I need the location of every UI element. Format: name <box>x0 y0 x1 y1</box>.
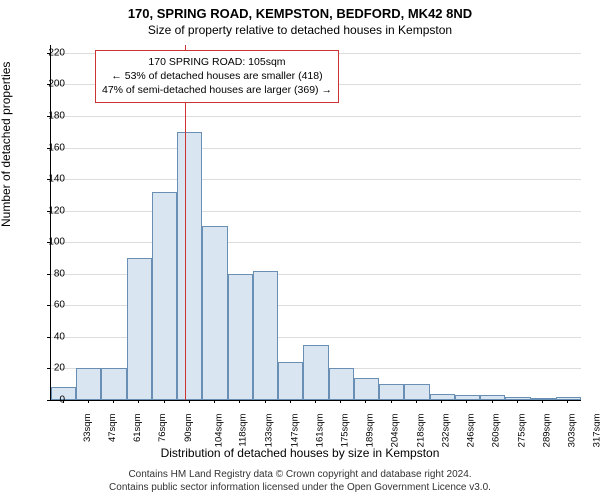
xtick-label: 218sqm <box>415 414 426 448</box>
footer-attribution: Contains HM Land Registry data © Crown c… <box>0 468 600 494</box>
xtick-label: 61sqm <box>132 414 143 443</box>
histogram-bar <box>101 368 126 400</box>
xtick-mark <box>365 400 366 403</box>
histogram-bar <box>379 384 404 400</box>
annotation-line-1: 170 SPRING ROAD: 105sqm <box>102 55 332 69</box>
grid-line <box>51 148 581 149</box>
xtick-mark <box>567 400 568 403</box>
xtick-label: 289sqm <box>541 414 552 448</box>
x-axis-label: Distribution of detached houses by size … <box>0 446 600 460</box>
annotation-line-3: 47% of semi-detached houses are larger (… <box>102 83 332 97</box>
histogram-bar <box>404 384 429 400</box>
ytick-mark <box>47 305 50 306</box>
xtick-label: 246sqm <box>466 414 477 448</box>
xtick-label: 90sqm <box>183 414 194 443</box>
xtick-mark <box>492 400 493 403</box>
xtick-mark <box>441 400 442 403</box>
xtick-label: 317sqm <box>592 414 600 448</box>
histogram-bar <box>152 192 177 400</box>
xtick-label: 175sqm <box>339 414 350 448</box>
ytick-mark <box>47 368 50 369</box>
histogram-bar <box>329 368 354 400</box>
ytick-mark <box>47 400 50 401</box>
ytick-label: 0 <box>35 395 65 406</box>
histogram-bar <box>127 258 152 400</box>
xtick-label: 161sqm <box>314 414 325 448</box>
xtick-mark <box>63 400 64 403</box>
ytick-label: 140 <box>35 174 65 185</box>
ytick-mark <box>47 148 50 149</box>
xtick-mark <box>542 400 543 403</box>
footer-line-1: Contains HM Land Registry data © Crown c… <box>0 468 600 481</box>
grid-line <box>51 242 581 243</box>
xtick-label: 133sqm <box>264 414 275 448</box>
ytick-label: 100 <box>35 237 65 248</box>
xtick-mark <box>239 400 240 403</box>
ytick-label: 60 <box>35 300 65 311</box>
histogram-bar <box>177 132 202 400</box>
xtick-label: 275sqm <box>516 414 527 448</box>
histogram-bar <box>505 397 530 400</box>
xtick-label: 118sqm <box>238 414 249 447</box>
xtick-mark <box>164 400 165 403</box>
xtick-label: 232sqm <box>440 414 451 448</box>
ytick-mark <box>47 211 50 212</box>
xtick-label: 189sqm <box>365 414 376 448</box>
xtick-mark <box>290 400 291 403</box>
ytick-mark <box>47 274 50 275</box>
xtick-label: 260sqm <box>491 414 502 448</box>
xtick-mark <box>517 400 518 403</box>
footer-line-2: Contains public sector information licen… <box>0 481 600 494</box>
grid-line <box>51 211 581 212</box>
ytick-label: 20 <box>35 363 65 374</box>
grid-line <box>51 179 581 180</box>
ytick-label: 160 <box>35 142 65 153</box>
xtick-label: 303sqm <box>566 414 577 448</box>
xtick-label: 147sqm <box>289 414 300 448</box>
ytick-mark <box>47 337 50 338</box>
xtick-mark <box>340 400 341 403</box>
xtick-mark <box>214 400 215 403</box>
ytick-mark <box>47 179 50 180</box>
xtick-mark <box>466 400 467 403</box>
y-axis-label: Number of detached properties <box>0 62 13 227</box>
chart-title: 170, SPRING ROAD, KEMPSTON, BEDFORD, MK4… <box>0 0 600 21</box>
grid-line <box>51 116 581 117</box>
annotation-line-2: ← 53% of detached houses are smaller (41… <box>102 69 332 83</box>
ytick-mark <box>47 242 50 243</box>
histogram-bar <box>303 345 328 400</box>
histogram-bar <box>253 271 278 400</box>
histogram-bar <box>480 395 505 400</box>
ytick-label: 40 <box>35 331 65 342</box>
xtick-label: 47sqm <box>107 414 118 443</box>
ytick-label: 80 <box>35 268 65 279</box>
histogram-bar <box>354 378 379 400</box>
xtick-mark <box>138 400 139 403</box>
xtick-mark <box>189 400 190 403</box>
xtick-mark <box>265 400 266 403</box>
xtick-mark <box>88 400 89 403</box>
ytick-mark <box>47 116 50 117</box>
xtick-label: 104sqm <box>213 414 224 448</box>
xtick-mark <box>416 400 417 403</box>
xtick-label: 76sqm <box>157 414 168 443</box>
ytick-mark <box>47 84 50 85</box>
xtick-mark <box>113 400 114 403</box>
histogram-bar <box>202 226 227 400</box>
ytick-label: 180 <box>35 111 65 122</box>
ytick-label: 200 <box>35 79 65 90</box>
xtick-mark <box>315 400 316 403</box>
xtick-mark <box>391 400 392 403</box>
ytick-label: 120 <box>35 205 65 216</box>
xtick-label: 204sqm <box>390 414 401 448</box>
chart-subtitle: Size of property relative to detached ho… <box>0 21 600 41</box>
histogram-bar <box>278 362 303 400</box>
histogram-bar <box>76 368 101 400</box>
xtick-label: 33sqm <box>82 414 93 443</box>
histogram-bar <box>228 274 253 400</box>
ytick-label: 220 <box>35 47 65 58</box>
annotation-box: 170 SPRING ROAD: 105sqm← 53% of detached… <box>95 50 339 103</box>
ytick-mark <box>47 53 50 54</box>
